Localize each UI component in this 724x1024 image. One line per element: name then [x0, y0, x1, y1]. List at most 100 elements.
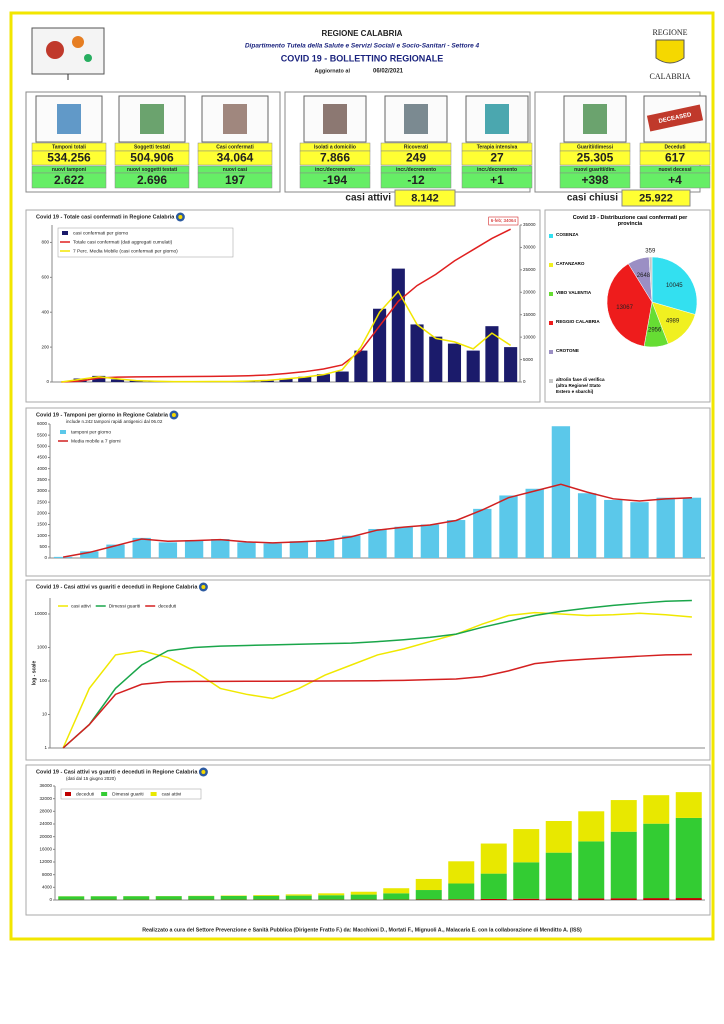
y-tick-label: 28000 [39, 809, 52, 814]
bar [480, 898, 507, 900]
bar [279, 378, 293, 382]
icon-shape [140, 104, 164, 134]
summary-value: 8.142 [411, 192, 439, 204]
legend-swatch [65, 792, 71, 796]
bar [643, 898, 670, 900]
legend-label: casi attivi [162, 791, 182, 797]
kpi-icon [384, 95, 448, 143]
kpi-sublabel: nuovi guariti/dim. [574, 167, 616, 173]
kpi-subvalue-bg [31, 172, 107, 189]
legend-swatch [549, 234, 553, 238]
chart-badge-dot [201, 585, 206, 589]
kpi-value: 504.906 [130, 151, 174, 165]
logo-board [31, 27, 105, 75]
bar [545, 852, 572, 899]
kpi-subvalue: 2.622 [54, 173, 84, 187]
kpi-label: Deceduti [664, 144, 686, 150]
legend-label: Dimessi guariti [109, 603, 140, 609]
kpi-value-bg [461, 150, 533, 166]
chart-subtitle: include n.242 tamponi rapidi antigenici … [66, 419, 163, 424]
y-tick-label: 400 [41, 309, 49, 314]
icon-shape [485, 104, 509, 134]
bar [285, 894, 312, 896]
bar [675, 792, 702, 818]
bar [350, 891, 377, 895]
kpi-value: 27 [490, 151, 504, 165]
annotation-box [488, 216, 519, 226]
bar [110, 379, 125, 382]
y-tick-label: 100 [39, 678, 47, 683]
y-tick-label: 8000 [42, 872, 53, 877]
y-tick-label: 36000 [39, 783, 52, 788]
page-border [9, 11, 715, 941]
kpi-subvalue: +1 [490, 173, 504, 187]
kpi-value: 249 [406, 151, 426, 165]
legend-box [57, 227, 234, 258]
kpi-value-bg [114, 150, 190, 166]
legend-swatch [101, 792, 108, 796]
legend-label: CROTONE [556, 348, 579, 353]
y2-tick-label: 15000 [523, 312, 536, 317]
bar [448, 883, 475, 900]
chart-title-box: Covid 19 - Distribuzione casi confermati… [573, 215, 688, 227]
bar [643, 823, 670, 899]
bar [420, 524, 440, 558]
icon-shape [323, 104, 347, 134]
bar [610, 898, 637, 900]
bar [415, 878, 442, 891]
kpi-label: Tamponi totali [52, 144, 86, 150]
bar [513, 898, 540, 900]
kpi-value-bg [299, 150, 371, 166]
y2-tick-label: 20000 [523, 289, 536, 294]
pie-value-label: 359 [645, 249, 656, 255]
kpi-subvalue-bg [299, 172, 371, 189]
legend-swatch [60, 430, 66, 434]
y2-tick-label: 10000 [523, 334, 536, 339]
bar [394, 526, 413, 558]
bar [656, 497, 675, 558]
y2-tick-label: 5000 [523, 357, 534, 362]
legend-label: REGGIO CALABRIA [556, 319, 600, 324]
summary-bg [621, 189, 691, 207]
bar [263, 543, 282, 558]
series-line [62, 611, 692, 749]
pie-slice [651, 256, 698, 315]
y-tick-label: 0 [49, 897, 52, 902]
bar [73, 378, 87, 382]
chart-panel [25, 579, 711, 761]
kpi-value: 617 [665, 151, 685, 165]
legend-label: deceduti [158, 603, 176, 609]
series-line [61, 290, 512, 383]
bar [473, 508, 492, 558]
bar [513, 862, 540, 899]
legend-swatch [549, 292, 553, 296]
bar [604, 499, 623, 558]
bar [383, 888, 410, 894]
bar [184, 540, 204, 558]
series-line [62, 599, 692, 749]
kpi-icon [303, 95, 367, 143]
kpi-sublabel: incr./decremento [477, 167, 517, 173]
bar [318, 893, 345, 896]
bar [350, 894, 377, 900]
summary-value: 25.922 [639, 192, 673, 204]
kpi-subvalue-bg [380, 172, 452, 189]
icon-shape [404, 104, 428, 134]
legend-swatch [549, 350, 553, 354]
bar [410, 324, 424, 382]
bar [551, 426, 571, 558]
bar [643, 795, 670, 824]
bar [253, 895, 280, 896]
y-tick-label: 3000 [37, 488, 48, 493]
bar [368, 528, 387, 558]
legend-swatch [549, 263, 553, 267]
kpi-label: Soggetti testati [134, 144, 171, 150]
bar [253, 895, 280, 900]
legend-label: casi attivi [71, 603, 91, 609]
chart-badge-dot [178, 215, 183, 219]
y2-tick-label: 0 [523, 379, 526, 384]
icon-shape [583, 104, 607, 134]
series-line [61, 228, 511, 383]
legend-swatch [549, 379, 553, 383]
kpi-label: Ricoverati [404, 144, 429, 150]
